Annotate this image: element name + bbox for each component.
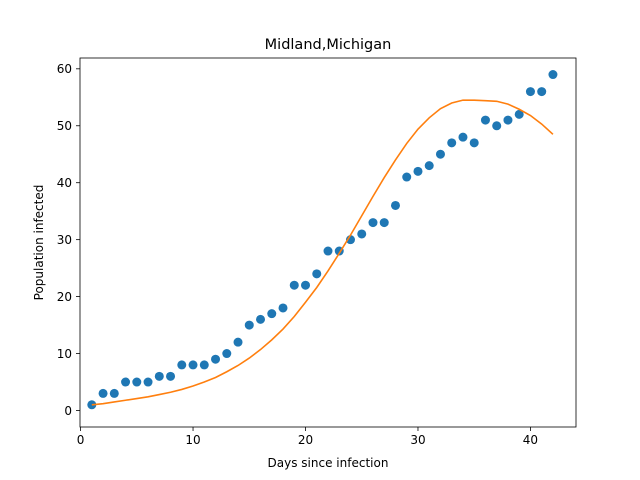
x-tick-label: 30 (410, 433, 425, 447)
scatter-point (435, 149, 445, 159)
scatter-point (289, 280, 299, 290)
x-tick-label: 0 (77, 433, 85, 447)
series-layer (87, 70, 558, 410)
y-tick-label: 30 (57, 233, 72, 247)
scatter-point (368, 218, 378, 228)
scatter-point (312, 269, 322, 279)
x-tick-label: 20 (298, 433, 313, 447)
scatter-point (469, 138, 479, 148)
scatter-point (244, 320, 254, 330)
scatter-point (480, 115, 490, 125)
scatter-point (267, 309, 277, 319)
scatter-point (154, 371, 164, 381)
scatter-point (121, 377, 131, 387)
scatter-point (525, 87, 535, 97)
y-tick-label: 20 (57, 290, 72, 304)
scatter-point (256, 314, 266, 324)
scatter-point (537, 87, 547, 97)
scatter-point (177, 360, 187, 370)
scatter-point (188, 360, 198, 370)
plot-area (80, 58, 576, 427)
y-tick-label: 60 (57, 62, 72, 76)
axes-frame (79, 57, 577, 428)
y-tick-label: 10 (57, 347, 72, 361)
x-tick-label: 40 (523, 433, 538, 447)
scatter-point (278, 303, 288, 313)
scatter-point (132, 377, 142, 387)
scatter-point (413, 166, 423, 176)
scatter-point (222, 349, 232, 359)
x-tick-label: 10 (185, 433, 200, 447)
x-ticks: 0 10 20 30 40 (77, 427, 538, 447)
scatter-point (233, 337, 243, 347)
scatter-point (390, 200, 400, 210)
scatter-point (447, 138, 457, 148)
y-ticks: 0 10 20 30 40 50 60 (57, 62, 80, 418)
scatter-point (402, 172, 412, 182)
scatter-point (199, 360, 209, 370)
scatter-point (514, 109, 524, 119)
scatter-point (211, 354, 221, 364)
chart-title: Midland,Michigan (265, 37, 392, 53)
scatter-point (301, 280, 311, 290)
x-axis-label: Days since infection (268, 456, 389, 470)
scatter-point (143, 377, 153, 387)
scatter-point (424, 161, 434, 171)
scatter-point (492, 121, 502, 131)
scatter-point (458, 132, 468, 142)
scatter-point (503, 115, 513, 125)
scatter-point (109, 388, 119, 398)
scatter-point (166, 371, 176, 381)
y-tick-label: 0 (64, 404, 72, 418)
y-tick-label: 50 (57, 119, 72, 133)
y-tick-label: 40 (57, 176, 72, 190)
scatter-point (98, 388, 108, 398)
scatter-point (379, 218, 389, 228)
scatter-point (548, 70, 558, 80)
scatter-point (323, 246, 333, 256)
axes-layer (79, 57, 577, 428)
y-axis-label: Population infected (32, 185, 46, 301)
scatter-point (357, 229, 367, 239)
fit-curve-line (91, 99, 554, 406)
